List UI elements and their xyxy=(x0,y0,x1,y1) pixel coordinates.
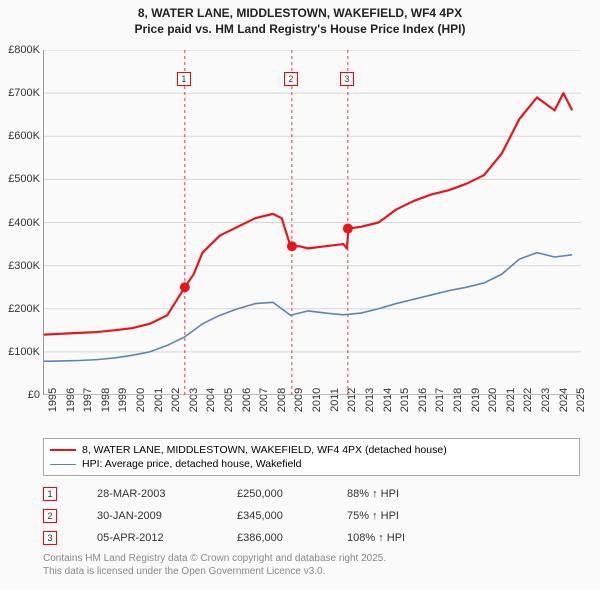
legend-swatch xyxy=(50,464,76,465)
plot-area xyxy=(43,50,580,395)
legend-label: HPI: Average price, detached house, Wake… xyxy=(82,458,301,470)
event-marker-2: 2 xyxy=(284,72,298,86)
event-price: £386,000 xyxy=(237,532,347,544)
y-tick-label: £800K xyxy=(8,44,40,56)
copyright: Contains HM Land Registry data © Crown c… xyxy=(43,552,386,578)
event-table: 1 28-MAR-2003£250,00088% ↑ HPI 2 30-JAN-200… xyxy=(43,483,405,549)
y-tick-label: £400K xyxy=(8,217,40,229)
copyright-line-1: Contains HM Land Registry data © Crown c… xyxy=(43,552,386,565)
chart-title: 8, WATER LANE, MIDDLESTOWN, WAKEFIELD, W… xyxy=(0,0,600,37)
y-tick-label: £700K xyxy=(8,87,40,99)
event-date: 28-MAR-2003 xyxy=(97,488,237,500)
event-row: 2 30-JAN-2009£345,00075% ↑ HPI xyxy=(43,505,405,527)
title-line-2: Price paid vs. HM Land Registry's House … xyxy=(0,22,600,38)
event-hpi: 88% ↑ HPI xyxy=(347,488,399,500)
legend-swatch xyxy=(50,449,76,451)
y-tick-label: £200K xyxy=(8,303,40,315)
event-row: 1 28-MAR-2003£250,00088% ↑ HPI xyxy=(43,483,405,505)
event-row-marker: 3 xyxy=(43,531,57,545)
legend-label: 8, WATER LANE, MIDDLESTOWN, WAKEFIELD, W… xyxy=(82,444,447,456)
event-hpi: 108% ↑ HPI xyxy=(347,532,405,544)
legend-item: HPI: Average price, detached house, Wake… xyxy=(50,457,573,471)
y-tick-label: £100K xyxy=(8,346,40,358)
event-price: £250,000 xyxy=(237,488,347,500)
event-price: £345,000 xyxy=(237,510,347,522)
y-tick-label: £0 xyxy=(28,389,40,401)
event-row: 3 05-APR-2012£386,000108% ↑ HPI xyxy=(43,527,405,549)
event-row-marker: 1 xyxy=(43,487,57,501)
title-line-1: 8, WATER LANE, MIDDLESTOWN, WAKEFIELD, W… xyxy=(0,6,600,22)
event-date: 30-JAN-2009 xyxy=(97,510,237,522)
y-tick-label: £300K xyxy=(8,260,40,272)
legend-item: 8, WATER LANE, MIDDLESTOWN, WAKEFIELD, W… xyxy=(50,443,573,457)
event-marker-3: 3 xyxy=(340,72,354,86)
chart-container: 8, WATER LANE, MIDDLESTOWN, WAKEFIELD, W… xyxy=(0,0,600,590)
y-tick-label: £600K xyxy=(8,130,40,142)
event-date: 05-APR-2012 xyxy=(97,532,237,544)
event-row-marker: 2 xyxy=(43,509,57,523)
copyright-line-2: This data is licensed under the Open Gov… xyxy=(43,565,386,578)
event-hpi: 75% ↑ HPI xyxy=(347,510,399,522)
legend: 8, WATER LANE, MIDDLESTOWN, WAKEFIELD, W… xyxy=(43,438,580,476)
y-tick-label: £500K xyxy=(8,173,40,185)
plot-svg xyxy=(44,50,581,395)
event-marker-1: 1 xyxy=(177,72,191,86)
